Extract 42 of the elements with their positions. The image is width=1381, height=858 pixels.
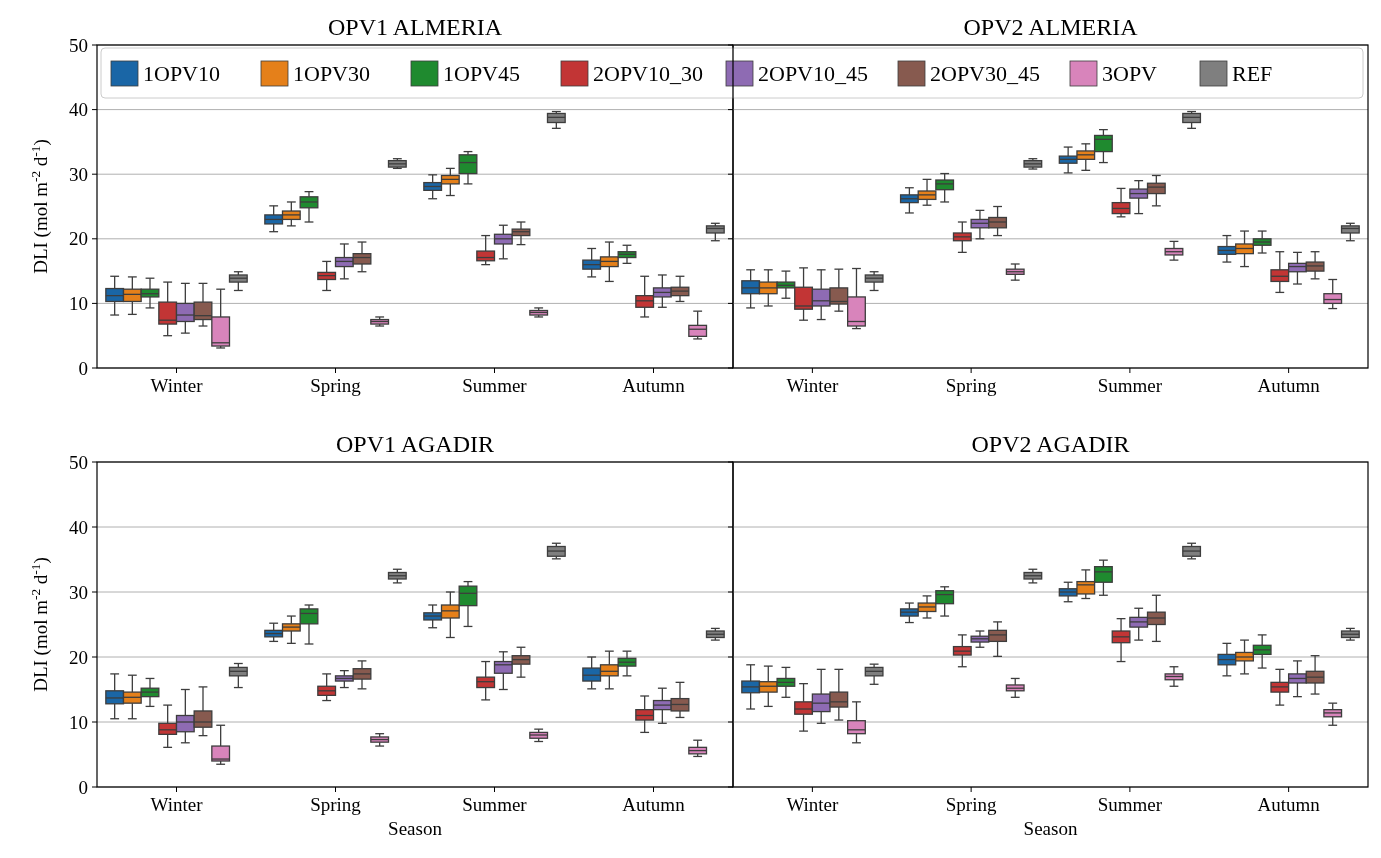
x-tick-label: Summer — [1097, 794, 1163, 815]
x-tick-label: Winter — [786, 375, 840, 396]
legend-label: 3OPV — [1102, 61, 1158, 86]
y-tick-label: 50 — [69, 34, 88, 56]
x-tick-label: Spring — [945, 375, 997, 396]
legend-label: 2OPV30_45 — [930, 61, 1041, 86]
chart-title: OPV1 ALMERIA — [327, 14, 503, 40]
x-axis-title: Season — [1023, 818, 1078, 839]
x-tick-label: Autumn — [622, 375, 686, 396]
chart-title: OPV1 AGADIR — [335, 431, 495, 457]
y-tick-label: 20 — [69, 228, 88, 250]
chart-title: OPV2 AGADIR — [971, 431, 1130, 457]
y-tick-label: 10 — [69, 711, 88, 733]
y-tick-label: 20 — [69, 646, 88, 668]
y-tick-label: 0 — [78, 776, 88, 798]
y-tick-label: 0 — [78, 357, 88, 379]
x-tick-label: Summer — [1097, 375, 1163, 396]
legend-label: 1OPV10 — [143, 61, 221, 86]
x-tick-label: Spring — [310, 794, 362, 815]
y-tick-label: 50 — [69, 451, 88, 473]
legend-label: REF — [1232, 61, 1273, 86]
y-tick-label: 10 — [69, 293, 88, 315]
x-tick-label: Summer — [462, 375, 528, 396]
x-tick-label: Autumn — [1257, 794, 1321, 815]
legend-label: 1OPV30 — [293, 61, 371, 86]
x-tick-label: Autumn — [1257, 375, 1321, 396]
x-tick-label: Winter — [150, 794, 204, 815]
y-tick-label: 40 — [69, 99, 88, 121]
x-tick-label: Summer — [462, 794, 528, 815]
y-tick-label: 30 — [69, 163, 88, 185]
legend-label: 1OPV45 — [443, 61, 521, 86]
x-tick-label: Autumn — [622, 794, 686, 815]
x-tick-label: Spring — [945, 794, 997, 815]
x-tick-label: Winter — [150, 375, 204, 396]
legend-label: 2OPV10_45 — [758, 61, 869, 86]
x-tick-label: Winter — [786, 794, 840, 815]
legend-label: 2OPV10_30 — [593, 61, 704, 86]
chart-title: OPV2 ALMERIA — [963, 14, 1139, 40]
y-tick-label: 40 — [69, 516, 88, 538]
x-tick-label: Spring — [310, 375, 362, 396]
x-axis-title: Season — [388, 818, 443, 839]
y-tick-label: 30 — [69, 581, 88, 603]
